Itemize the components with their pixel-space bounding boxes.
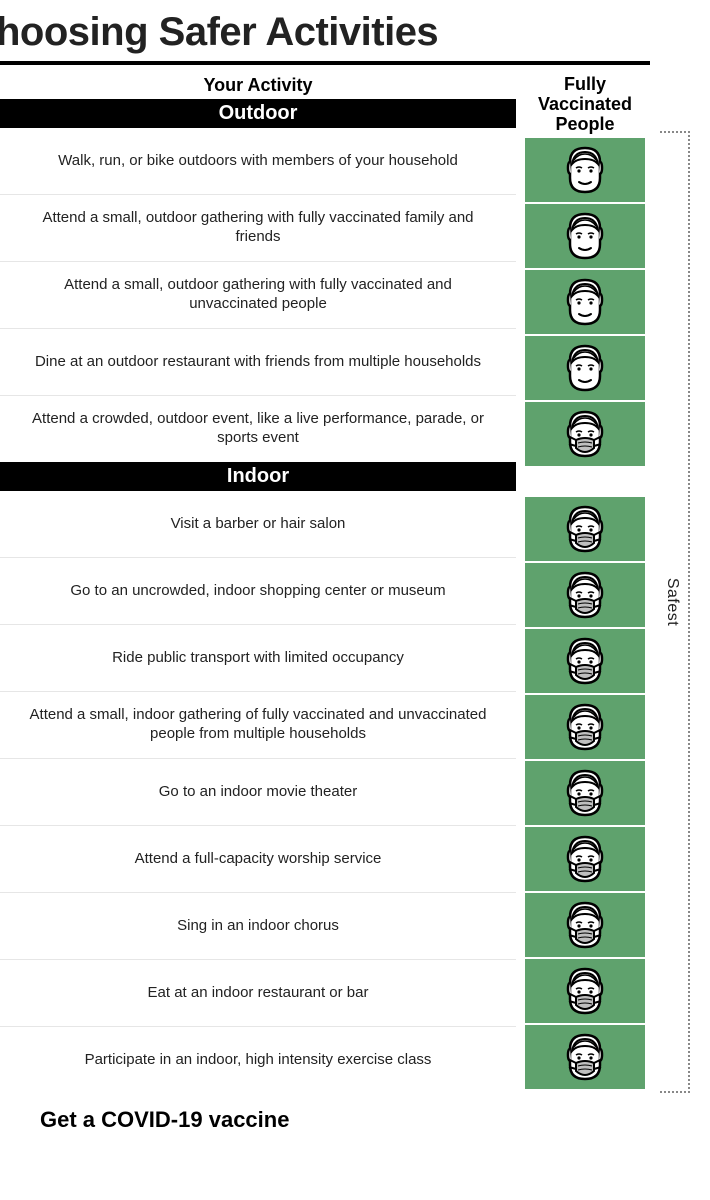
activity-text: Attend a small, indoor gathering of full…: [0, 692, 516, 758]
vaccinated-column: Fully Vaccinated People: [520, 71, 650, 1093]
face-mask-icon: [525, 959, 645, 1023]
section-band-outdoor: Outdoor: [0, 99, 516, 128]
activity-text: Attend a full-capacity worship service: [0, 826, 516, 892]
face-mask-icon: [525, 761, 645, 825]
face-mask-icon: [525, 827, 645, 891]
activity-text: Participate in an indoor, high intensity…: [0, 1027, 516, 1093]
face-mask-icon: [525, 402, 645, 466]
activity-text: Go to an indoor movie theater: [0, 759, 516, 825]
page-title: hoosing Safer Activities: [0, 10, 710, 55]
face-nomask-icon: [525, 138, 645, 202]
activity-text: Visit a barber or hair salon: [0, 491, 516, 557]
face-mask-icon: [525, 497, 645, 561]
activity-text: Attend a crowded, outdoor event, like a …: [0, 396, 516, 462]
activity-text: Eat at an indoor restaurant or bar: [0, 960, 516, 1026]
activity-column: Outdoor Walk, run, or bike outdoors with…: [0, 71, 516, 1093]
activity-text: Dine at an outdoor restaurant with frien…: [0, 329, 516, 395]
face-mask-icon: [525, 695, 645, 759]
section-band-indoor: Indoor: [0, 462, 516, 491]
face-mask-icon: [525, 893, 645, 957]
activity-text: Sing in an indoor chorus: [0, 893, 516, 959]
safety-label: Safest: [663, 578, 681, 626]
activity-text: Attend a small, outdoor gathering with f…: [0, 262, 516, 328]
activity-text: Attend a small, outdoor gathering with f…: [0, 195, 516, 261]
column-header-activity: Your Activity: [0, 71, 516, 100]
face-nomask-icon: [525, 204, 645, 268]
activity-text: Walk, run, or bike outdoors with members…: [0, 128, 516, 194]
face-mask-icon: [525, 563, 645, 627]
face-mask-icon: [525, 1025, 645, 1089]
activity-text: Ride public transport with limited occup…: [0, 625, 516, 691]
horizontal-rule: [0, 61, 650, 65]
activity-text: Go to an uncrowded, indoor shopping cent…: [0, 558, 516, 624]
face-nomask-icon: [525, 336, 645, 400]
face-mask-icon: [525, 629, 645, 693]
face-nomask-icon: [525, 270, 645, 334]
footer-text: Get a COVID-19 vaccine: [40, 1107, 710, 1133]
activities-table: Your Activity Outdoor Walk, run, or bike…: [0, 71, 650, 1093]
column-header-vaccinated: Fully Vaccinated People: [520, 71, 650, 138]
